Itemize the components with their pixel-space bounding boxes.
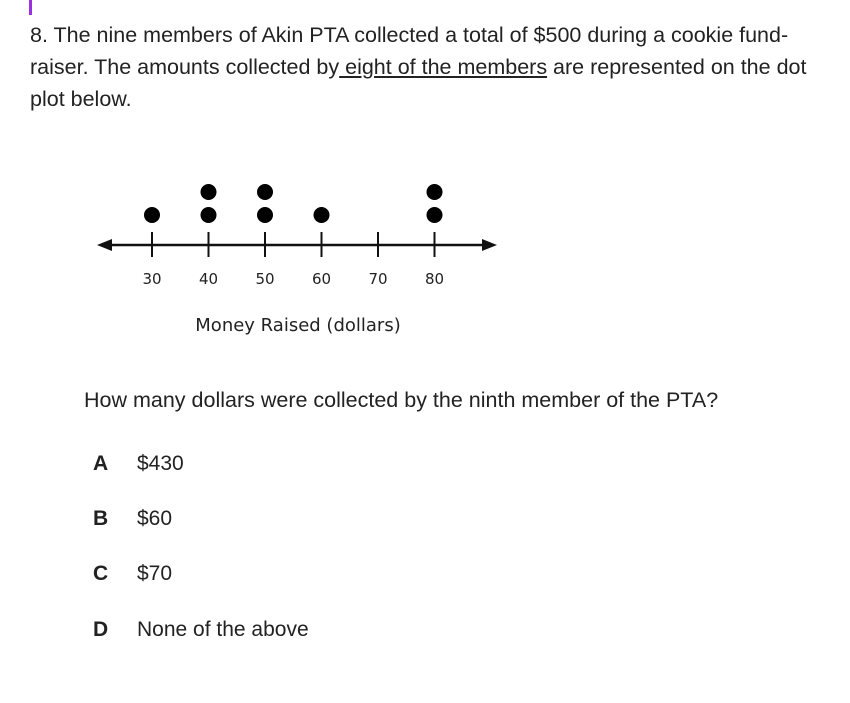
question-prompt: How many dollars were collected by the n…: [84, 388, 719, 412]
data-dot: [257, 184, 273, 200]
left-arrow: [97, 239, 112, 251]
tick-label: 50: [255, 270, 274, 288]
choice-b[interactable]: B $60: [93, 507, 173, 530]
choice-d[interactable]: D None of the above: [93, 618, 309, 641]
underlined-phrase: eight of the members: [339, 55, 548, 79]
tick-label: 80: [425, 270, 444, 288]
choice-c[interactable]: C $70: [93, 562, 173, 585]
tick-label: 30: [142, 270, 161, 288]
right-arrow: [482, 239, 497, 251]
data-dot: [200, 184, 217, 200]
data-dot: [426, 184, 443, 200]
dot-plot: 30 40 50 60 70 80 Money Raised (dollars): [97, 184, 497, 336]
tick-label: 60: [312, 270, 331, 288]
tick-label: 70: [368, 270, 387, 288]
tick-label: 40: [199, 270, 218, 288]
choice-a[interactable]: A $430: [93, 452, 184, 475]
x-axis-label: Money Raised (dollars): [195, 315, 400, 336]
data-dot: [313, 207, 330, 223]
data-dot: [426, 207, 443, 223]
data-dot: [144, 207, 160, 223]
question-text: 8. The nine members of Akin PTA collecte…: [30, 23, 807, 111]
text-cursor: [29, 0, 32, 15]
data-dot: [257, 207, 273, 223]
data-dot: [200, 207, 217, 223]
